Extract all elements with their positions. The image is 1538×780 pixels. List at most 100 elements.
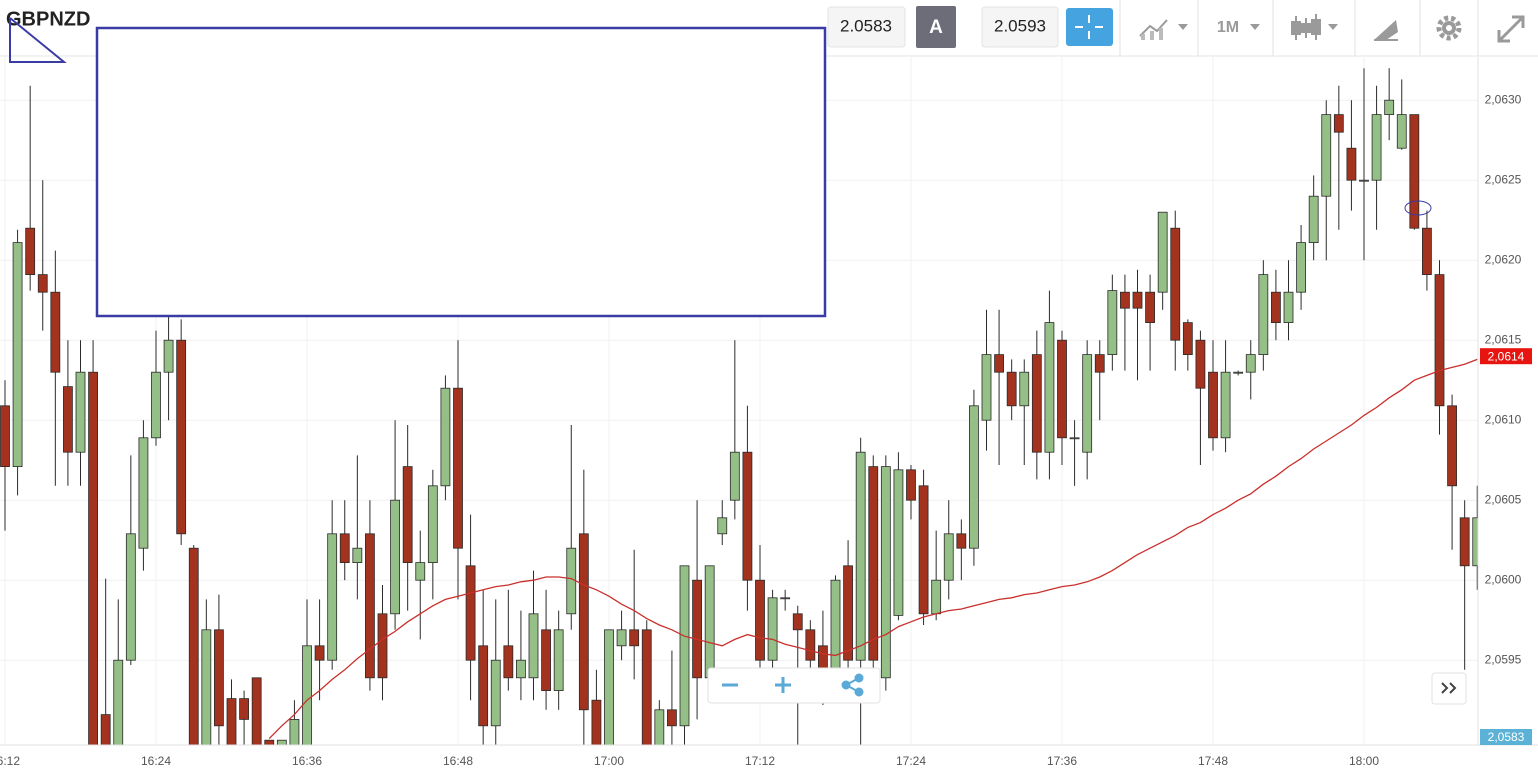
x-tick-label: 17:12 bbox=[745, 754, 775, 768]
candle-body bbox=[377, 613, 388, 679]
candle-body bbox=[994, 354, 1004, 373]
candle-body bbox=[427, 485, 438, 563]
candle-body bbox=[1459, 517, 1470, 567]
dropdown-arrow[interactable] bbox=[1178, 24, 1188, 30]
x-tick-label: 17:48 bbox=[1198, 754, 1228, 768]
bid-price[interactable]: 2.0583 bbox=[840, 16, 892, 35]
candle-body bbox=[1472, 517, 1478, 567]
candle-body bbox=[365, 533, 375, 679]
y-tick-label: 2,0630 bbox=[1485, 92, 1522, 106]
candle-body bbox=[528, 613, 539, 679]
candle-body bbox=[1258, 274, 1269, 356]
candle-body bbox=[151, 371, 161, 439]
x-tick-label: 16:48 bbox=[443, 754, 473, 768]
candle-body bbox=[1019, 371, 1030, 407]
candle-body bbox=[63, 386, 73, 453]
x-tick-label: 17:36 bbox=[1047, 754, 1077, 768]
candle-body bbox=[516, 659, 526, 679]
settings-icon[interactable] bbox=[1436, 15, 1462, 41]
ask-price[interactable]: 2.0593 bbox=[994, 16, 1046, 35]
candle-body bbox=[503, 645, 514, 679]
dropdown-arrow[interactable] bbox=[1328, 24, 1338, 30]
scroll-end-button[interactable] bbox=[1431, 672, 1467, 705]
dropdown-arrow[interactable] bbox=[1250, 24, 1260, 30]
candle-body bbox=[717, 517, 728, 535]
candle-body bbox=[1245, 354, 1256, 373]
y-tick-label: 2,0595 bbox=[1485, 652, 1522, 666]
timeframe[interactable]: 1M bbox=[1217, 19, 1239, 36]
zoom-panel bbox=[707, 667, 881, 704]
candle-body bbox=[1082, 354, 1093, 453]
candle-body bbox=[1434, 274, 1445, 407]
x-tick-label: 16:12 bbox=[0, 754, 20, 768]
candle-body bbox=[692, 579, 702, 679]
price-tag bbox=[1480, 729, 1532, 745]
candle-body bbox=[931, 579, 942, 615]
candle-icon[interactable] bbox=[1291, 14, 1321, 40]
candle-body bbox=[1195, 339, 1206, 389]
candle-body bbox=[402, 466, 413, 564]
candle-body bbox=[1422, 227, 1432, 275]
candle-body bbox=[969, 405, 979, 549]
candle-body bbox=[289, 719, 300, 745]
axes: 2,0595 2,0600 2,0605 2,0610 2,0615 2,0620 2,06… bbox=[0, 92, 1532, 768]
candle-body bbox=[50, 291, 61, 373]
candle-body bbox=[641, 629, 652, 745]
fullscreen-icon[interactable] bbox=[1497, 15, 1525, 43]
zoom-in-button[interactable] bbox=[775, 677, 791, 693]
candle-body bbox=[843, 565, 853, 661]
candle-body bbox=[125, 533, 136, 661]
y-tick-label: 2,0600 bbox=[1485, 572, 1522, 586]
candle-body bbox=[1283, 291, 1294, 324]
candle-body bbox=[1271, 291, 1281, 324]
candle-body bbox=[453, 387, 463, 549]
candle-body bbox=[113, 659, 124, 745]
candle-body bbox=[893, 469, 904, 616]
candle-body bbox=[629, 629, 640, 647]
mode-button[interactable] bbox=[916, 6, 956, 48]
candle-body bbox=[1006, 371, 1017, 407]
candle-body bbox=[868, 466, 879, 661]
drawing-icon[interactable] bbox=[1374, 20, 1398, 41]
candle-body bbox=[1220, 371, 1231, 439]
candle-body bbox=[767, 597, 778, 661]
crosshair-button[interactable] bbox=[1066, 8, 1113, 46]
candle-body bbox=[792, 613, 803, 631]
candle-body bbox=[465, 565, 476, 661]
candle-body bbox=[1120, 291, 1130, 309]
price-tag-label: 2,0614 bbox=[1488, 349, 1525, 363]
candle-body bbox=[616, 629, 627, 647]
symbol: GBPNZD bbox=[6, 8, 90, 30]
candle-body bbox=[956, 533, 967, 549]
candle-body bbox=[1132, 291, 1143, 309]
candle-body bbox=[12, 242, 23, 468]
candle-body bbox=[490, 659, 501, 727]
candle-body bbox=[1233, 371, 1244, 374]
candle-body bbox=[704, 565, 715, 679]
candle-body bbox=[755, 579, 765, 661]
candle-body bbox=[654, 709, 665, 745]
ask-box[interactable] bbox=[981, 6, 1059, 48]
candle-body bbox=[1044, 322, 1055, 453]
crosshair-icon bbox=[1075, 15, 1103, 39]
candle-body bbox=[1057, 339, 1067, 439]
candle-body bbox=[604, 629, 614, 745]
candle-body bbox=[667, 709, 677, 727]
share-button[interactable] bbox=[841, 673, 864, 697]
zoom-controls bbox=[707, 667, 1467, 705]
candle-body bbox=[239, 698, 249, 720]
chart-type-icon[interactable] bbox=[1139, 19, 1168, 40]
candle-body bbox=[1182, 322, 1193, 356]
candle-body bbox=[1208, 371, 1218, 439]
scroll-end-icon[interactable] bbox=[1441, 682, 1457, 694]
price-tag bbox=[1480, 348, 1532, 365]
candle-body bbox=[1308, 195, 1319, 243]
candle-body bbox=[176, 339, 187, 535]
candle-body bbox=[276, 739, 287, 745]
mode-label[interactable]: A bbox=[929, 17, 943, 38]
zoom-inset bbox=[95, 26, 827, 318]
candle-body bbox=[918, 485, 929, 615]
bid-box[interactable] bbox=[827, 6, 906, 48]
candle-body bbox=[440, 387, 451, 487]
